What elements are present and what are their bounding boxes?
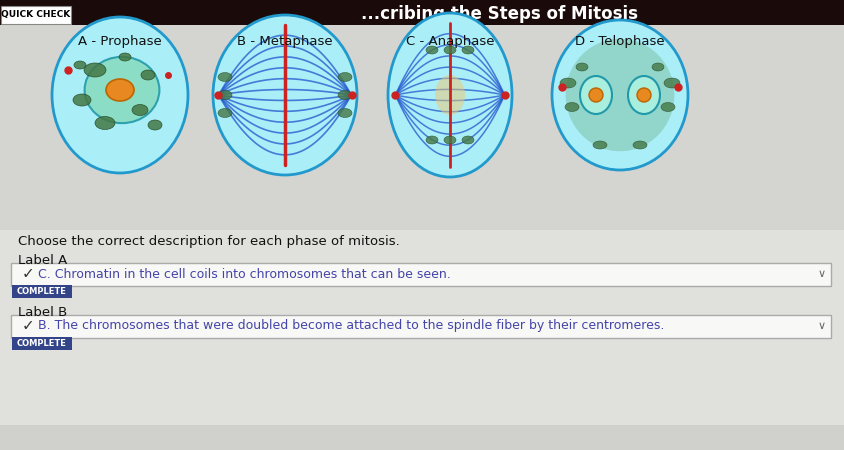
Text: Label B: Label B <box>18 306 68 319</box>
Text: D - Telophase: D - Telophase <box>575 36 664 49</box>
Ellipse shape <box>443 136 456 144</box>
Ellipse shape <box>132 104 148 116</box>
Ellipse shape <box>462 136 473 144</box>
Ellipse shape <box>119 53 131 61</box>
FancyBboxPatch shape <box>0 230 844 450</box>
Ellipse shape <box>218 108 232 117</box>
Text: C. Chromatin in the cell coils into chromosomes that can be seen.: C. Chromatin in the cell coils into chro… <box>38 267 450 280</box>
Ellipse shape <box>84 63 106 77</box>
Ellipse shape <box>462 46 473 54</box>
Text: ✓: ✓ <box>22 319 35 333</box>
Text: ...cribing the Steps of Mitosis: ...cribing the Steps of Mitosis <box>361 5 638 23</box>
Ellipse shape <box>338 108 352 117</box>
FancyBboxPatch shape <box>0 0 844 25</box>
FancyBboxPatch shape <box>1 6 71 24</box>
FancyBboxPatch shape <box>12 337 72 350</box>
Ellipse shape <box>663 78 679 88</box>
Ellipse shape <box>565 39 674 151</box>
FancyBboxPatch shape <box>11 263 830 286</box>
Ellipse shape <box>213 15 356 175</box>
Ellipse shape <box>565 103 578 112</box>
Text: ∨: ∨ <box>817 269 825 279</box>
Text: Choose the correct description for each phase of mitosis.: Choose the correct description for each … <box>18 235 399 248</box>
Text: COMPLETE: COMPLETE <box>17 287 67 296</box>
Text: C - Anaphase: C - Anaphase <box>405 36 494 49</box>
Ellipse shape <box>627 76 659 114</box>
Ellipse shape <box>576 63 587 71</box>
FancyBboxPatch shape <box>11 315 830 338</box>
Ellipse shape <box>218 90 232 99</box>
Ellipse shape <box>338 90 352 99</box>
Ellipse shape <box>218 72 232 81</box>
Ellipse shape <box>588 88 603 102</box>
Ellipse shape <box>579 76 611 114</box>
Text: B - Metaphase: B - Metaphase <box>237 36 333 49</box>
Ellipse shape <box>652 63 663 71</box>
Ellipse shape <box>592 141 606 149</box>
Text: ✓: ✓ <box>22 266 35 282</box>
Ellipse shape <box>636 88 650 102</box>
Ellipse shape <box>52 17 187 173</box>
Ellipse shape <box>106 79 134 101</box>
Ellipse shape <box>338 72 352 81</box>
Ellipse shape <box>141 70 154 80</box>
Ellipse shape <box>632 141 647 149</box>
Text: ∨: ∨ <box>817 321 825 331</box>
Text: A - Prophase: A - Prophase <box>78 36 162 49</box>
Text: QUICK CHECK: QUICK CHECK <box>2 10 71 19</box>
Text: COMPLETE: COMPLETE <box>17 339 67 348</box>
Ellipse shape <box>660 103 674 112</box>
FancyBboxPatch shape <box>0 425 844 450</box>
Ellipse shape <box>387 13 511 177</box>
Ellipse shape <box>84 57 160 123</box>
Ellipse shape <box>73 94 91 106</box>
Ellipse shape <box>425 136 437 144</box>
Ellipse shape <box>148 120 162 130</box>
Ellipse shape <box>551 20 687 170</box>
Ellipse shape <box>560 78 576 88</box>
Ellipse shape <box>435 75 464 115</box>
Ellipse shape <box>95 117 115 130</box>
Ellipse shape <box>425 46 437 54</box>
FancyBboxPatch shape <box>12 285 72 298</box>
Text: Label A: Label A <box>18 253 68 266</box>
Text: B. The chromosomes that were doubled become attached to the spindle fiber by the: B. The chromosomes that were doubled bec… <box>38 320 663 333</box>
Ellipse shape <box>443 46 456 54</box>
Ellipse shape <box>74 61 86 69</box>
